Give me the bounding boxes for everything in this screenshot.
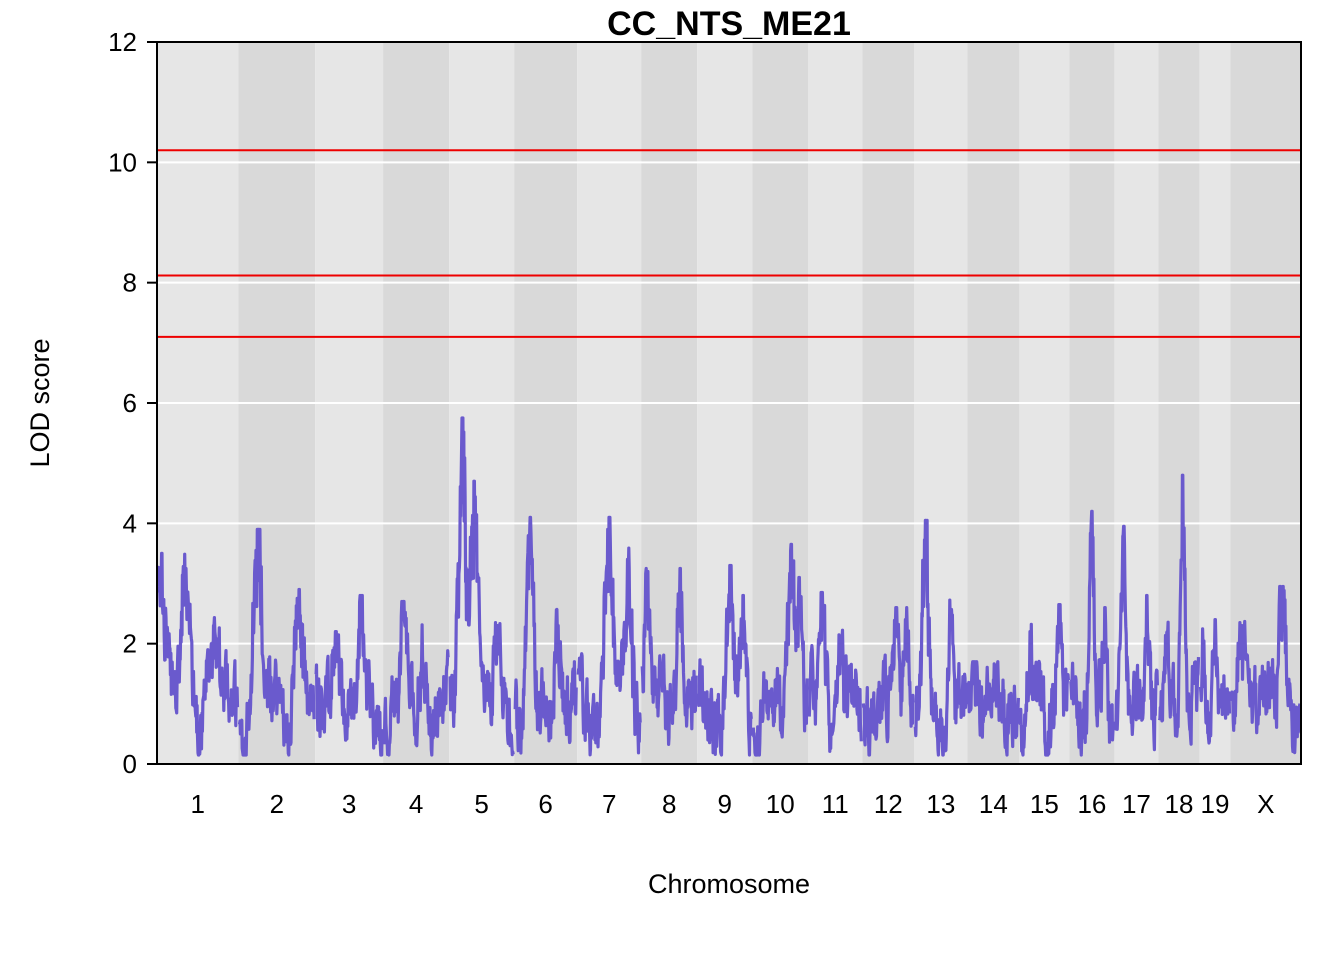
x-tick-label-chr-1: 1	[191, 789, 205, 819]
chart-title: CC_NTS_ME21	[607, 5, 851, 43]
x-tick-label-chr-6: 6	[538, 789, 552, 819]
x-tick-label-chr-16: 16	[1077, 789, 1106, 819]
x-tick-label-chr-11: 11	[822, 789, 849, 819]
x-axis: 1 2 3 4 5 6 7 8 9 10 11 12 13 14 15 16 17 18 19 X	[191, 789, 1275, 819]
lod-curve-chr-6	[513, 515, 578, 755]
y-tick-label-0: 0	[123, 749, 137, 779]
lod-curve-chr-12	[861, 606, 915, 757]
lod-curve-chr-17	[1113, 524, 1159, 752]
lod-curve-chr-10	[751, 542, 809, 757]
lod-curve-chr-13	[913, 518, 968, 757]
x-tick-label-chr-12: 12	[874, 789, 903, 819]
x-tick-label-chr-3: 3	[342, 789, 356, 819]
x-tick-label-chr-5: 5	[474, 789, 488, 819]
y-tick-label-10: 10	[108, 147, 137, 177]
x-axis-label: Chromosome	[648, 869, 810, 899]
y-tick-label-2: 2	[123, 629, 137, 659]
x-tick-label-chr-17: 17	[1122, 789, 1151, 819]
lod-curve-chr-9	[696, 563, 753, 757]
lod-curve-chr-18	[1157, 473, 1201, 746]
lod-curve-chr-1	[156, 551, 240, 757]
x-tick-label-chr-7: 7	[602, 789, 616, 819]
lod-curve-chr-15	[1018, 603, 1070, 757]
threshold-lines	[157, 149, 1301, 338]
lod-curve-chr-5	[448, 416, 515, 757]
lod-curve-chr-X	[1229, 584, 1302, 755]
x-tick-label-chr-14: 14	[979, 789, 1008, 819]
lod-curve-chr-7	[576, 515, 642, 757]
lod-curve-chr-3	[314, 593, 384, 757]
lod-curve-chr-11	[807, 590, 863, 753]
x-tick-label-chr-15: 15	[1030, 789, 1059, 819]
x-tick-label-chr-X: X	[1257, 789, 1274, 819]
lod-curve-chr-8	[640, 566, 698, 746]
y-axis-label: LOD score	[25, 338, 55, 467]
y-tick-label-4: 4	[123, 508, 137, 538]
x-tick-label-chr-9: 9	[718, 789, 732, 819]
lod-curve-chr-4	[382, 599, 450, 757]
y-tick-label-8: 8	[123, 268, 137, 298]
y-tick-label-12: 12	[108, 27, 137, 57]
lod-series	[156, 416, 1302, 757]
lod-curve-chr-19	[1198, 618, 1232, 745]
x-tick-label-chr-2: 2	[270, 789, 284, 819]
lod-curve-chr-16	[1069, 509, 1115, 757]
x-tick-label-chr-19: 19	[1201, 789, 1230, 819]
y-tick-label-6: 6	[123, 388, 137, 418]
x-tick-label-chr-4: 4	[409, 789, 423, 819]
lod-curve-chr-14	[966, 660, 1020, 757]
x-tick-label-chr-8: 8	[662, 789, 676, 819]
lod-curve-chr-2	[237, 527, 316, 757]
x-tick-label-chr-18: 18	[1164, 789, 1193, 819]
x-tick-label-chr-13: 13	[926, 789, 955, 819]
y-axis: 0 2 4 6 8 10 12	[108, 27, 157, 779]
x-tick-label-chr-10: 10	[766, 789, 795, 819]
